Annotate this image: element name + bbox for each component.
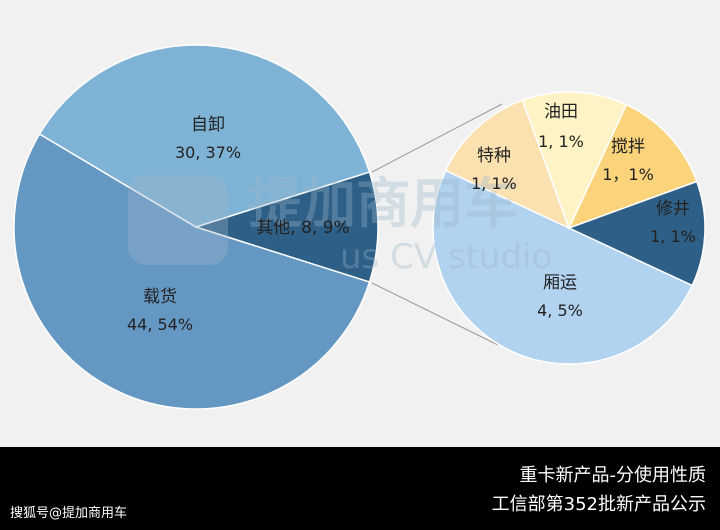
- label-xiujing-value: 1, 1%: [650, 227, 696, 246]
- connector-line-top: [371, 103, 503, 173]
- watermark-en: us CV studio: [340, 237, 552, 277]
- detail-slice-3: [567, 103, 698, 230]
- watermark-cn: 提加商用车: [248, 172, 518, 235]
- detail-pie: [432, 91, 706, 365]
- label-zaihuo-name: 载货: [143, 287, 177, 307]
- label-zixie-name: 自卸: [191, 115, 225, 135]
- footer-title-line1: 重卡新产品-分使用性质: [519, 465, 707, 486]
- label-tezhong-value: 1, 1%: [471, 174, 517, 193]
- label-zaihuo-value: 44, 54%: [127, 315, 193, 334]
- detail-slice-2: [521, 91, 628, 230]
- detail-slice-0: [432, 169, 694, 365]
- watermark-logo: [128, 175, 228, 265]
- connector-line-bottom: [371, 282, 499, 346]
- label-tezhong-name: 特种: [477, 146, 511, 166]
- label-jiaoban-name: 搅拌: [611, 137, 645, 157]
- label-qita: 其他, 8, 9%: [256, 218, 349, 238]
- main-slice-1: [38, 44, 371, 228]
- main-slice-2: [193, 171, 379, 283]
- footer-bar: 重卡新产品-分使用性质 工信部第352批新产品公示 搜狐号@提加商用车: [0, 447, 720, 530]
- label-zixie-value: 30, 37%: [175, 143, 241, 162]
- detail-slice-4: [567, 180, 706, 287]
- watermark: 提加商用车 us CV studio: [128, 172, 552, 277]
- main-pie: [13, 44, 379, 410]
- label-xiangyun-name: 厢运: [543, 273, 577, 293]
- label-youtian-name: 油田: [544, 102, 578, 122]
- detail-slice-1: [444, 99, 571, 230]
- footer-title-line2: 工信部第352批新产品公示: [491, 494, 706, 515]
- source-credit: 搜狐号@提加商用车: [10, 506, 128, 521]
- label-jiaoban-value: 1，1%: [602, 165, 654, 184]
- main-slice-0: [13, 132, 371, 410]
- label-youtian-value: 1, 1%: [538, 132, 584, 151]
- label-xiangyun-value: 4, 5%: [537, 301, 583, 320]
- pie-of-pie-chart: 提加商用车 us CV studio 自卸 30, 37% 载货 44, 54%…: [13, 44, 706, 410]
- label-xiujing-name: 修井: [656, 199, 690, 219]
